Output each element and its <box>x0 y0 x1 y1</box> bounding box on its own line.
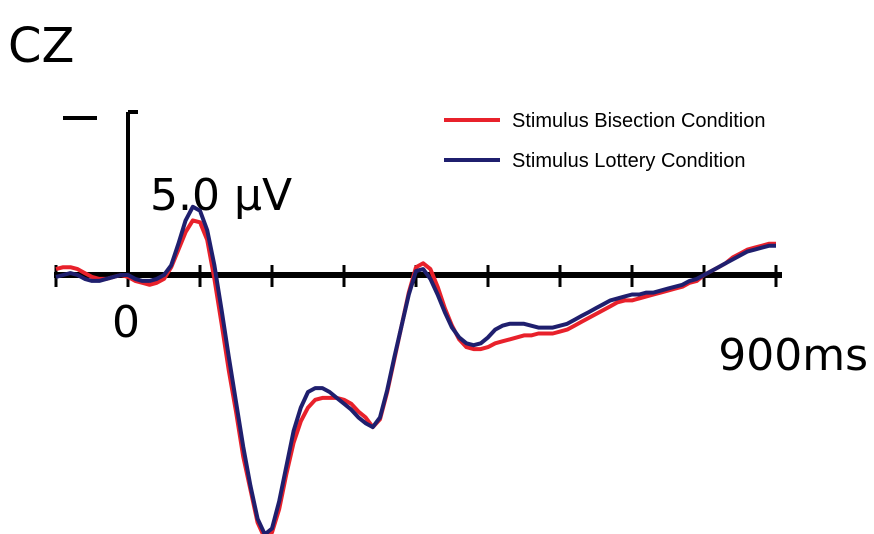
scale-bar-label: 5.0 μV <box>150 170 292 221</box>
chart-title: CZ <box>8 18 74 74</box>
x-tick-label-900ms: 900ms <box>718 330 868 381</box>
series-line-lottery <box>55 204 776 534</box>
series-line-bisection <box>55 218 776 534</box>
legend: Stimulus Bisection Condition Stimulus Lo… <box>444 110 765 172</box>
legend-label-lottery: Stimulus Lottery Condition <box>512 150 745 172</box>
x-tick-label-0: 0 <box>112 297 140 348</box>
legend-label-bisection: Stimulus Bisection Condition <box>512 110 765 132</box>
series-lines <box>55 204 776 534</box>
